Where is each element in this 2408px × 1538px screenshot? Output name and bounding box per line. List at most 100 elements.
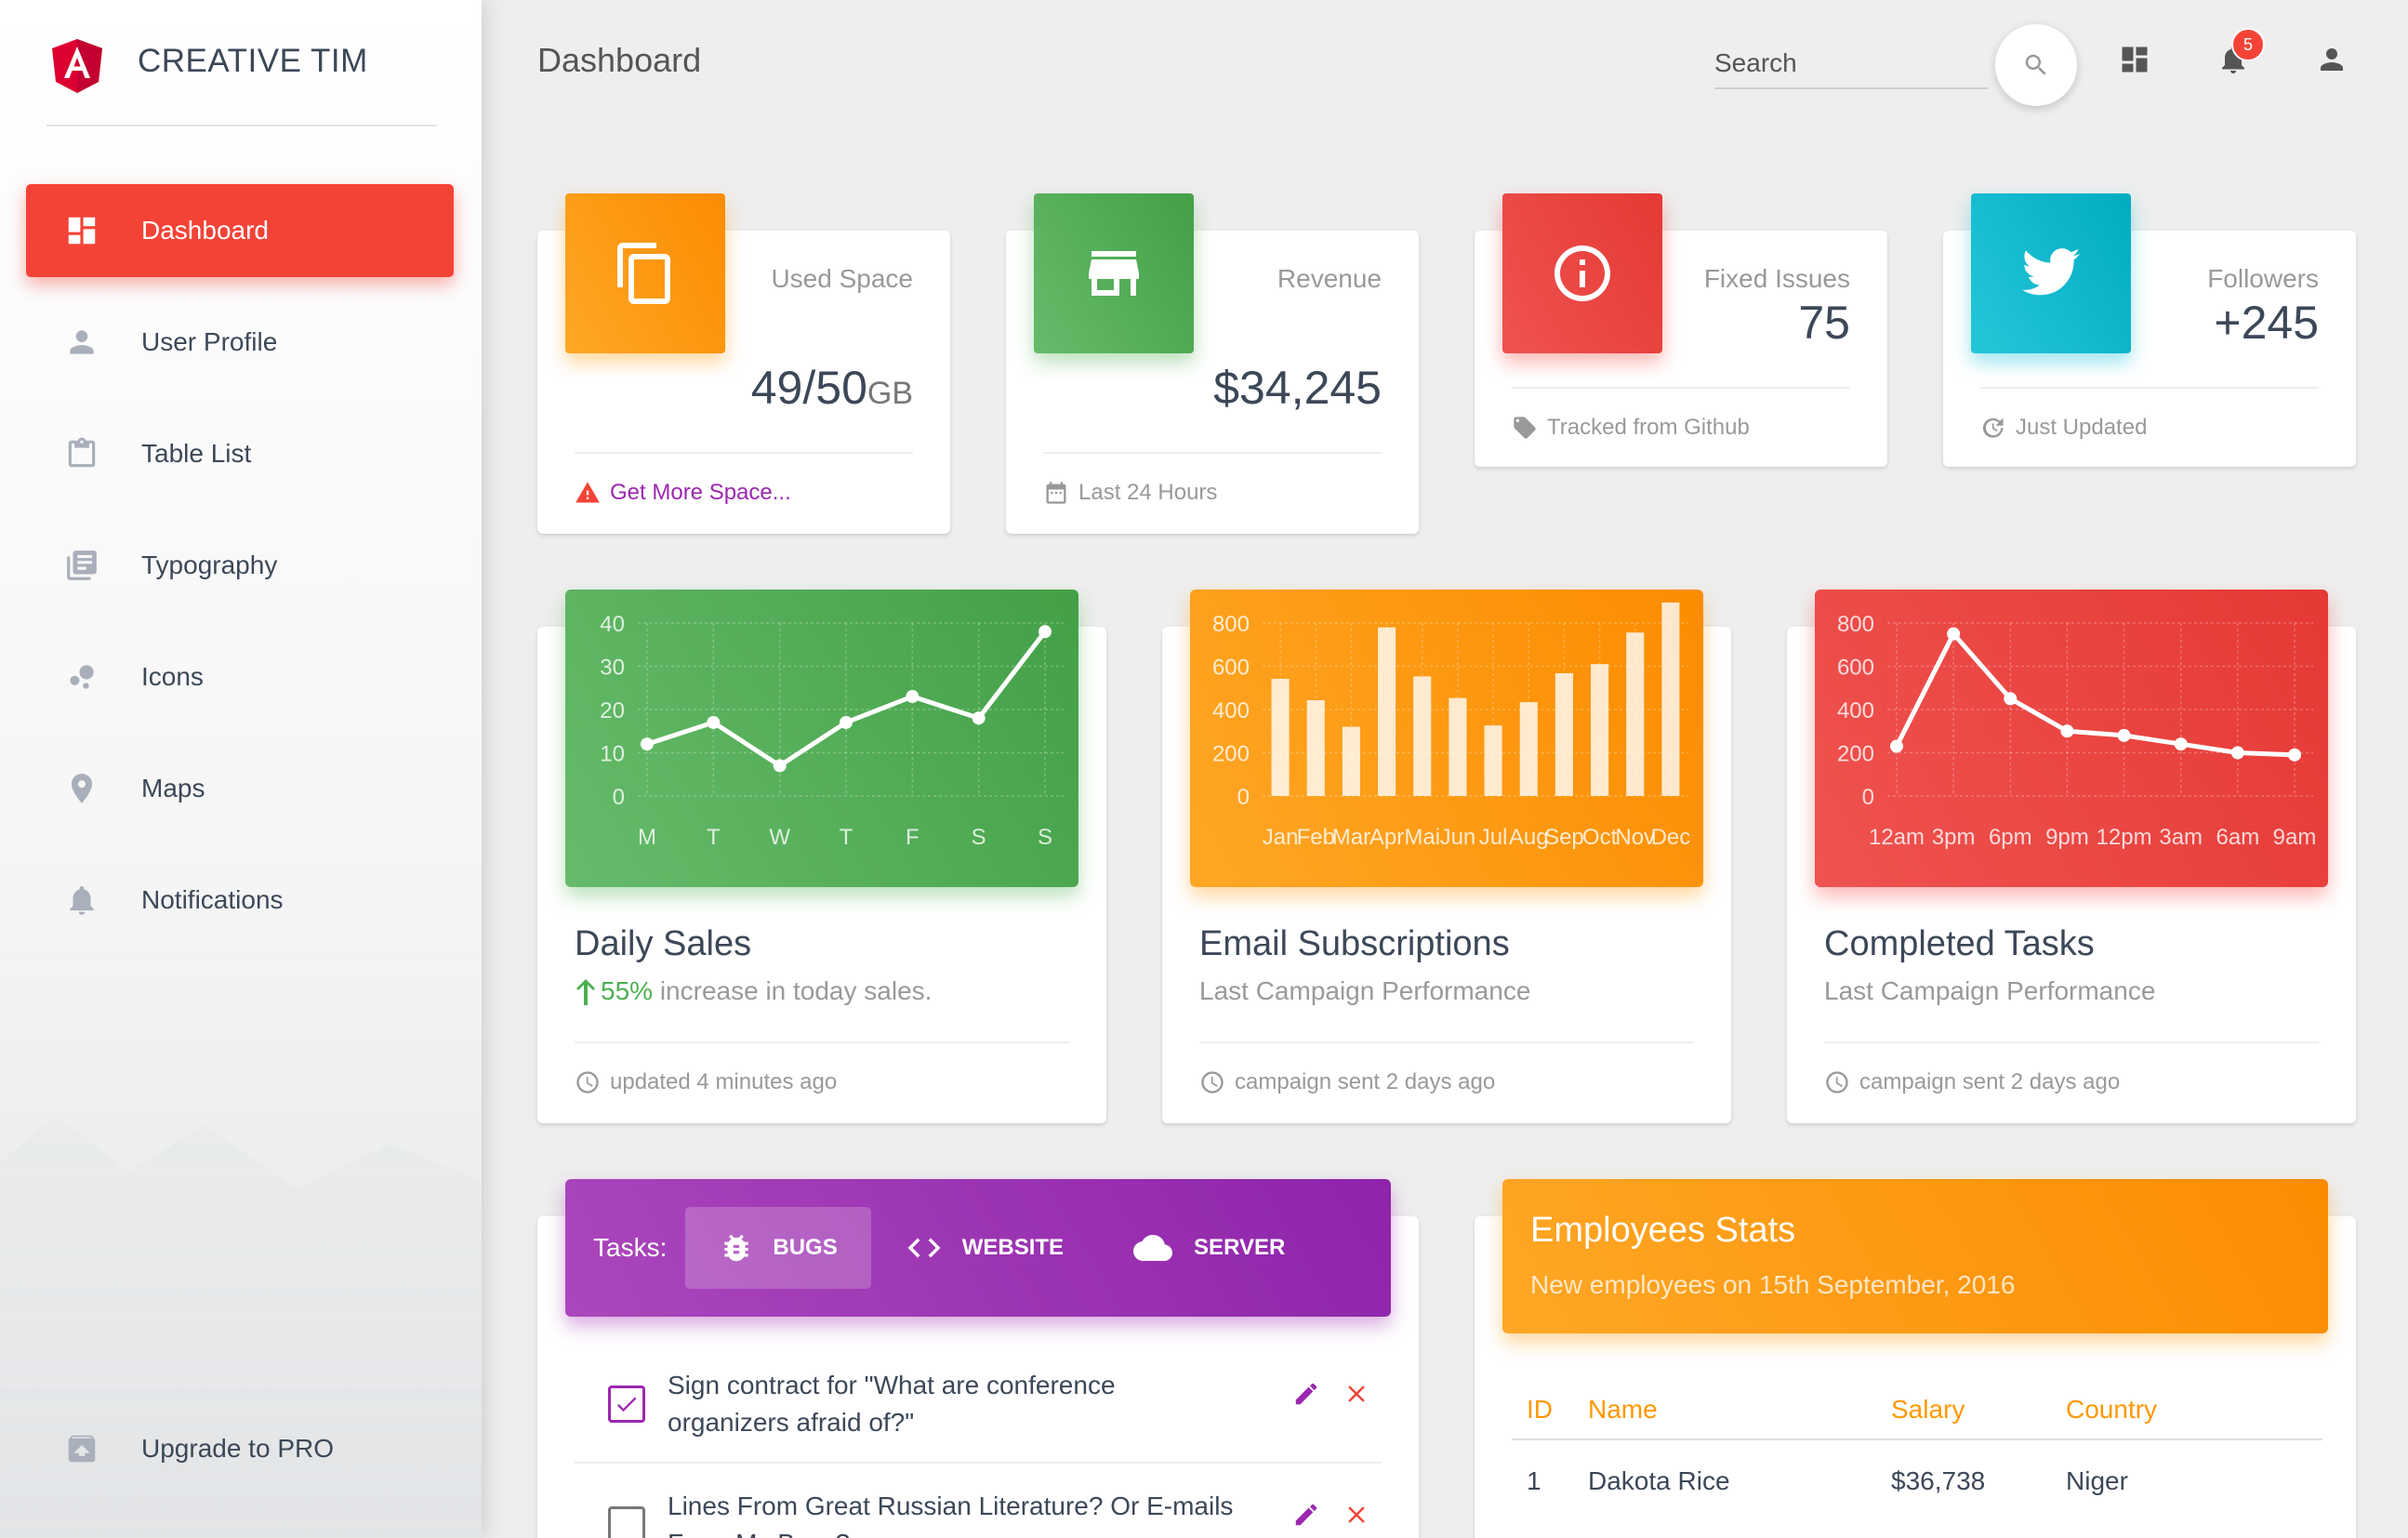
task-checkbox[interactable]	[608, 1506, 645, 1538]
sidebar-item-notifications[interactable]: Notifications	[26, 854, 454, 947]
arrow-upward-icon	[576, 979, 595, 1005]
data-point	[1947, 627, 1961, 641]
brand-logo[interactable]: CREATIVE TIM	[46, 28, 437, 126]
data-point	[1039, 625, 1052, 639]
table-header-row: ID Name Salary Country	[1512, 1380, 2322, 1440]
bar	[1661, 602, 1680, 796]
stat-category: Revenue	[1277, 264, 1382, 293]
chart-card-email-subscriptions: 0 200 400 600 800 Jan Feb Mar Apr Mai Jun Jul Aug Sep…	[1162, 590, 1731, 1123]
remove-task-button[interactable]	[1331, 1380, 1382, 1408]
library-books-icon	[61, 545, 102, 586]
pencil-icon	[1295, 1504, 1317, 1526]
close-icon	[1348, 1386, 1365, 1402]
sidebar-item-maps[interactable]: Maps	[26, 742, 454, 835]
y-tick-label: 200	[1837, 742, 1874, 767]
completed-tasks-chart: 0 200 400 600 800 12am 3pm 6pm 9pm 12pm 3am 6am 9am	[1837, 612, 2316, 850]
x-tick-label: S	[972, 825, 986, 850]
x-tick-label: 3pm	[1932, 825, 1976, 850]
stat-footer-text: Just Updated	[2016, 415, 2148, 440]
stat-footer: Last 24 Hours	[1043, 452, 1382, 506]
clock-icon	[1201, 1071, 1224, 1094]
x-tick-label: Jul	[1479, 825, 1508, 850]
email-chart-header: 0 200 400 600 800 Jan Feb Mar Apr Mai Jun Jul Aug Sep…	[1190, 590, 1703, 887]
tab-server[interactable]: SERVER	[1097, 1207, 1318, 1289]
search-input[interactable]	[1714, 41, 1988, 78]
sidebar-item-icons[interactable]: Icons	[26, 630, 454, 723]
x-tick-label: 12am	[1869, 825, 1925, 850]
cloud-icon	[1133, 1235, 1173, 1261]
tab-label: BUGS	[773, 1235, 838, 1260]
column-header: ID	[1512, 1380, 1588, 1440]
x-tick-label: Nov	[1615, 825, 1655, 850]
sidebar-item-table-list[interactable]: Table List	[26, 407, 454, 500]
data-point	[972, 711, 986, 725]
edit-task-button[interactable]	[1281, 1501, 1331, 1529]
get-more-space-link[interactable]: Get More Space...	[610, 480, 791, 505]
stat-card-revenue: Revenue $34,245 Last 24 Hours	[1006, 193, 1419, 534]
y-tick-label: 800	[1212, 612, 1250, 637]
sidebar-item-user-profile[interactable]: User Profile	[26, 296, 454, 389]
chart-subtitle: Last Campaign Performance	[1824, 976, 2156, 1005]
remove-task-button[interactable]	[1331, 1501, 1382, 1529]
employees-subtitle: New employees on 15th September, 2016	[1530, 1270, 2016, 1299]
sidebar-item-label: Typography	[141, 550, 278, 579]
x-tick-label: Feb	[1297, 825, 1335, 850]
stat-value: 75	[1798, 297, 1850, 349]
task-checkbox[interactable]	[608, 1386, 645, 1423]
stat-icon-box	[1034, 193, 1194, 353]
table-cell: Niger	[2066, 1465, 2128, 1495]
stat-footer: Just Updated	[1980, 387, 2319, 441]
tab-website[interactable]: WEBSITE	[871, 1207, 1097, 1289]
pencil-icon	[1295, 1383, 1317, 1405]
search-field	[1714, 41, 1988, 89]
dashboard-top-button[interactable]	[2116, 41, 2153, 78]
sidebar-item-dashboard[interactable]: Dashboard	[26, 184, 454, 277]
stat-card-fixed-issues: Fixed Issues 75 Tracked from Github	[1475, 193, 1887, 467]
data-point	[2230, 746, 2244, 760]
store-icon	[1089, 251, 1139, 296]
sidebar-item-label: Notifications	[141, 885, 284, 914]
sidebar-item-typography[interactable]: Typography	[26, 519, 454, 612]
checkmark-icon	[616, 1397, 637, 1412]
unarchive-icon	[61, 1428, 102, 1469]
chart-card-daily-sales: 0 10 20 30 40 M T W T F S S Daily Sales 55% increas…	[537, 590, 1106, 1123]
column-header: Salary	[1891, 1380, 2066, 1440]
x-tick-label: Jan	[1263, 825, 1299, 850]
x-tick-label: Mar	[1332, 825, 1370, 850]
task-text: Lines From Great Russian Literature? Or …	[668, 1492, 1234, 1538]
chart-footer: updated 4 minutes ago	[575, 1041, 1069, 1095]
notification-count-badge: 5	[2231, 28, 2265, 61]
table-row: 1 Dakota Rice $36,738 Niger	[1512, 1439, 2322, 1521]
chart-title: Completed Tasks	[1824, 924, 2095, 963]
task-actions	[1281, 1380, 1382, 1408]
dashboard-icon	[2122, 46, 2148, 73]
stat-number: 49/50	[750, 362, 867, 414]
y-tick-label: 0	[1862, 785, 1874, 810]
search-button[interactable]	[1995, 24, 2077, 106]
bar	[1484, 725, 1502, 796]
stat-icon-box	[565, 193, 725, 353]
bar	[1591, 664, 1609, 796]
upgrade-to-pro-button[interactable]: Upgrade to PRO	[26, 1402, 454, 1495]
stat-card-used-space: Used Space 49/50GB Get More Space...	[537, 193, 950, 534]
bubble-chart-icon	[61, 656, 102, 697]
dashboard-icon	[61, 210, 102, 251]
series-line	[1894, 631, 2296, 758]
data-point	[2117, 728, 2131, 742]
account-button[interactable]	[2313, 41, 2350, 78]
tasks-card: Tasks: BUGS WEBSITE SERVER Sign contract…	[537, 1179, 1419, 1538]
location-icon	[61, 768, 102, 809]
calendar-icon	[1046, 482, 1066, 504]
x-tick-label: T	[707, 825, 721, 850]
content-copy-icon	[617, 243, 670, 304]
sidebar-item-label: Table List	[141, 439, 252, 468]
tab-bugs[interactable]: BUGS	[685, 1207, 871, 1289]
employees-table: ID Name Salary Country 1 Dakota Rice $36…	[1512, 1380, 2322, 1521]
daily-sales-chart-header: 0 10 20 30 40 M T W T F S S	[565, 590, 1078, 887]
edit-task-button[interactable]	[1281, 1380, 1331, 1408]
chart-subtitle: 55% increase in today sales.	[575, 976, 932, 1006]
data-point	[641, 737, 654, 751]
bar	[1306, 700, 1325, 796]
tasks-label: Tasks:	[593, 1233, 668, 1262]
task-item: Sign contract for "What are conference o…	[575, 1367, 1382, 1441]
